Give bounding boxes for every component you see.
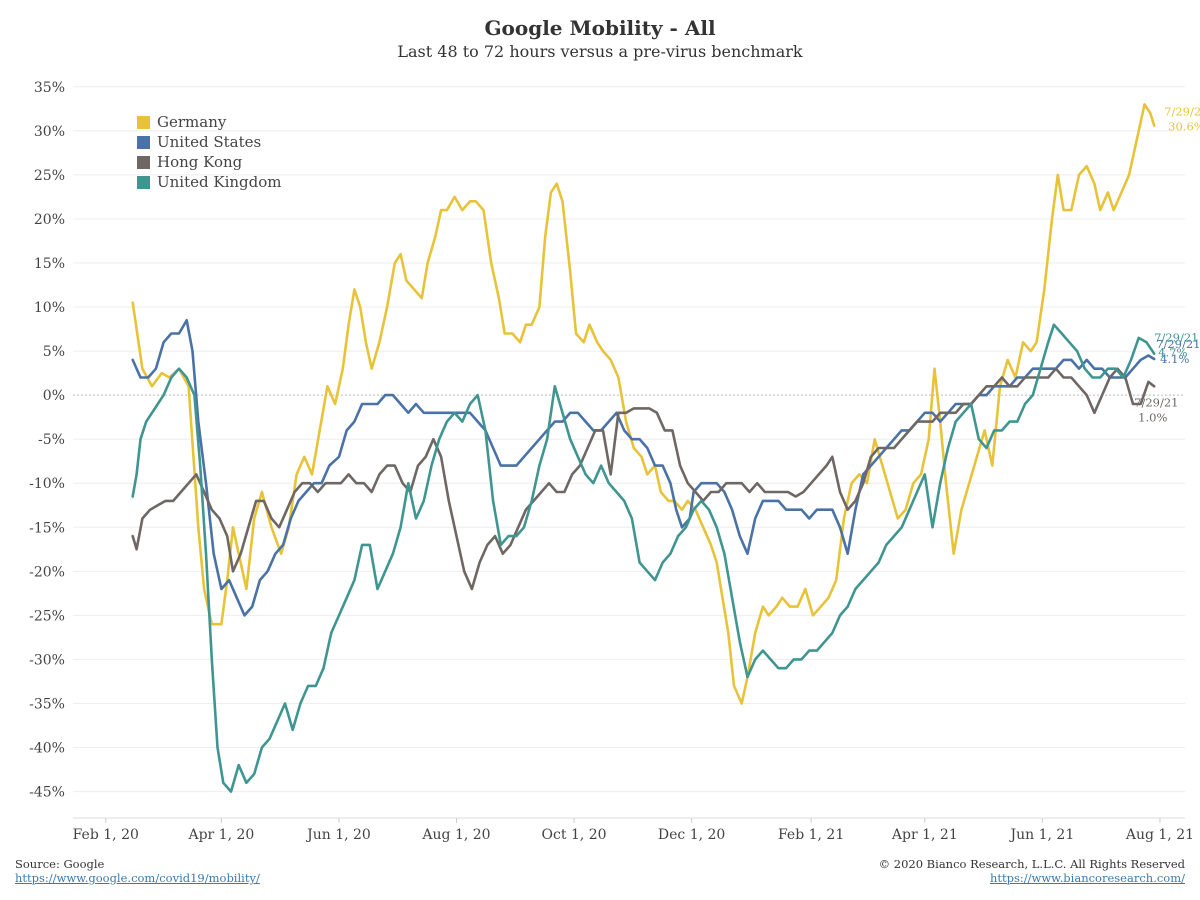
end-value-label-united-kingdom: 4.7% [1158,346,1187,360]
chart-legend: Germany United States Hong Kong United King… [137,112,282,192]
x-tick-label: Aug 1, 20 [421,827,490,843]
legend-label: United Kingdom [157,173,282,191]
y-tick-label: 15% [34,256,65,272]
legend-item: United Kingdom [137,172,282,192]
source-link[interactable]: https://www.google.com/covid19/mobility/ [15,871,260,885]
legend-swatch [137,176,150,189]
legend-swatch [137,156,150,169]
y-tick-label: 35% [34,80,65,96]
y-tick-label: -45% [29,785,65,801]
end-date-label-germany: 7/29/21 [1164,105,1200,119]
legend-item: United States [137,132,282,152]
y-tick-label: 25% [34,168,65,184]
x-tick-label: Apr 1, 20 [187,827,254,843]
y-tick-label: -15% [29,520,65,536]
copyright-text: © 2020 Bianco Research, L.L.C. All Right… [879,857,1185,871]
x-tick-label: Jun 1, 20 [305,827,371,843]
y-tick-label: -20% [29,564,65,580]
y-tick-label: -40% [29,741,65,757]
x-tick-label: Aug 1, 21 [1125,827,1194,843]
x-tick-label: Apr 1, 21 [891,827,958,843]
y-tick-label: -10% [29,476,65,492]
series-line-germany [133,104,1154,703]
legend-item: Hong Kong [137,152,282,172]
source-label: Source: Google [15,857,260,871]
legend-item: Germany [137,112,282,132]
y-tick-label: 0% [43,388,65,404]
legend-label: Hong Kong [157,153,242,171]
x-tick-label: Feb 1, 20 [73,827,139,843]
y-tick-label: -25% [29,608,65,624]
end-value-label-germany: 30.6% [1168,120,1200,134]
legend-swatch [137,116,150,129]
legend-swatch [137,136,150,149]
legend-label: Germany [157,113,226,131]
y-tick-label: -30% [29,652,65,668]
copyright-note: © 2020 Bianco Research, L.L.C. All Right… [879,857,1185,885]
end-date-label-united-kingdom: 7/29/21 [1154,331,1198,345]
y-tick-label: 10% [34,300,65,316]
legend-label: United States [157,133,261,151]
series-line-hong-kong [133,369,1154,589]
y-tick-label: -35% [29,696,65,712]
site-link[interactable]: https://www.biancoresearch.com/ [990,871,1185,885]
source-note: Source: Google https://www.google.com/co… [15,857,260,885]
end-date-label-hong-kong: 7/29/21 [1134,395,1178,409]
x-tick-label: Dec 1, 20 [658,827,725,843]
y-tick-label: 20% [34,212,65,228]
y-tick-label: 5% [43,344,65,360]
x-tick-label: Oct 1, 20 [542,827,607,843]
x-tick-label: Jun 1, 21 [1009,827,1075,843]
x-tick-label: Feb 1, 21 [778,827,844,843]
y-tick-label: -5% [38,432,65,448]
end-value-label-hong-kong: 1.0% [1138,410,1167,424]
y-tick-label: 30% [34,124,65,140]
